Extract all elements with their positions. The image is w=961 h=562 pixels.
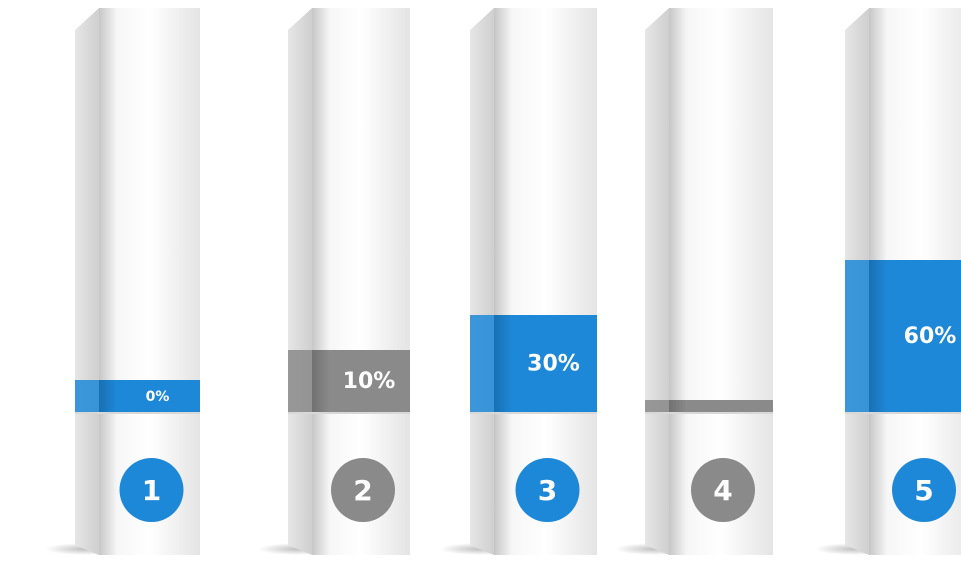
band-side — [288, 350, 312, 412]
number-badge — [892, 458, 956, 522]
band-side — [470, 315, 494, 412]
pillar-side — [75, 8, 99, 555]
number-label: 4 — [713, 474, 732, 507]
band-side — [75, 380, 99, 412]
number-badge — [331, 458, 395, 522]
pillar-side — [645, 8, 669, 555]
band-shade — [669, 400, 687, 412]
number-label: 1 — [142, 474, 161, 507]
pillar: 60% 5 — [815, 8, 961, 555]
band-shade — [869, 260, 887, 412]
band-front — [669, 400, 773, 412]
pillar: 0% 1 — [45, 8, 200, 555]
number-label: 5 — [914, 474, 933, 507]
pillar-shade — [312, 8, 330, 555]
pillar-side — [470, 8, 494, 555]
band-side — [845, 260, 869, 412]
band-label: 30% — [527, 352, 580, 377]
number-badge — [119, 458, 184, 522]
pillar: 30% 3 — [440, 8, 597, 555]
number-badge — [515, 458, 580, 522]
band-label: 10% — [343, 369, 396, 394]
pillar-shade — [669, 8, 687, 555]
band-label: 60% — [904, 324, 957, 349]
number-label: 3 — [538, 474, 557, 507]
pillar-shade — [99, 8, 117, 555]
band-shade — [494, 315, 512, 412]
pillar: 4 — [615, 8, 773, 555]
band-label: 0% — [146, 389, 170, 405]
number-badge — [691, 458, 755, 522]
pillar-side — [288, 8, 312, 555]
band-side — [645, 400, 669, 412]
pillar: 10% 2 — [258, 8, 410, 555]
number-label: 2 — [353, 474, 372, 507]
band-shade — [99, 380, 117, 412]
pillar-shade — [494, 8, 512, 555]
band-shade — [312, 350, 330, 412]
